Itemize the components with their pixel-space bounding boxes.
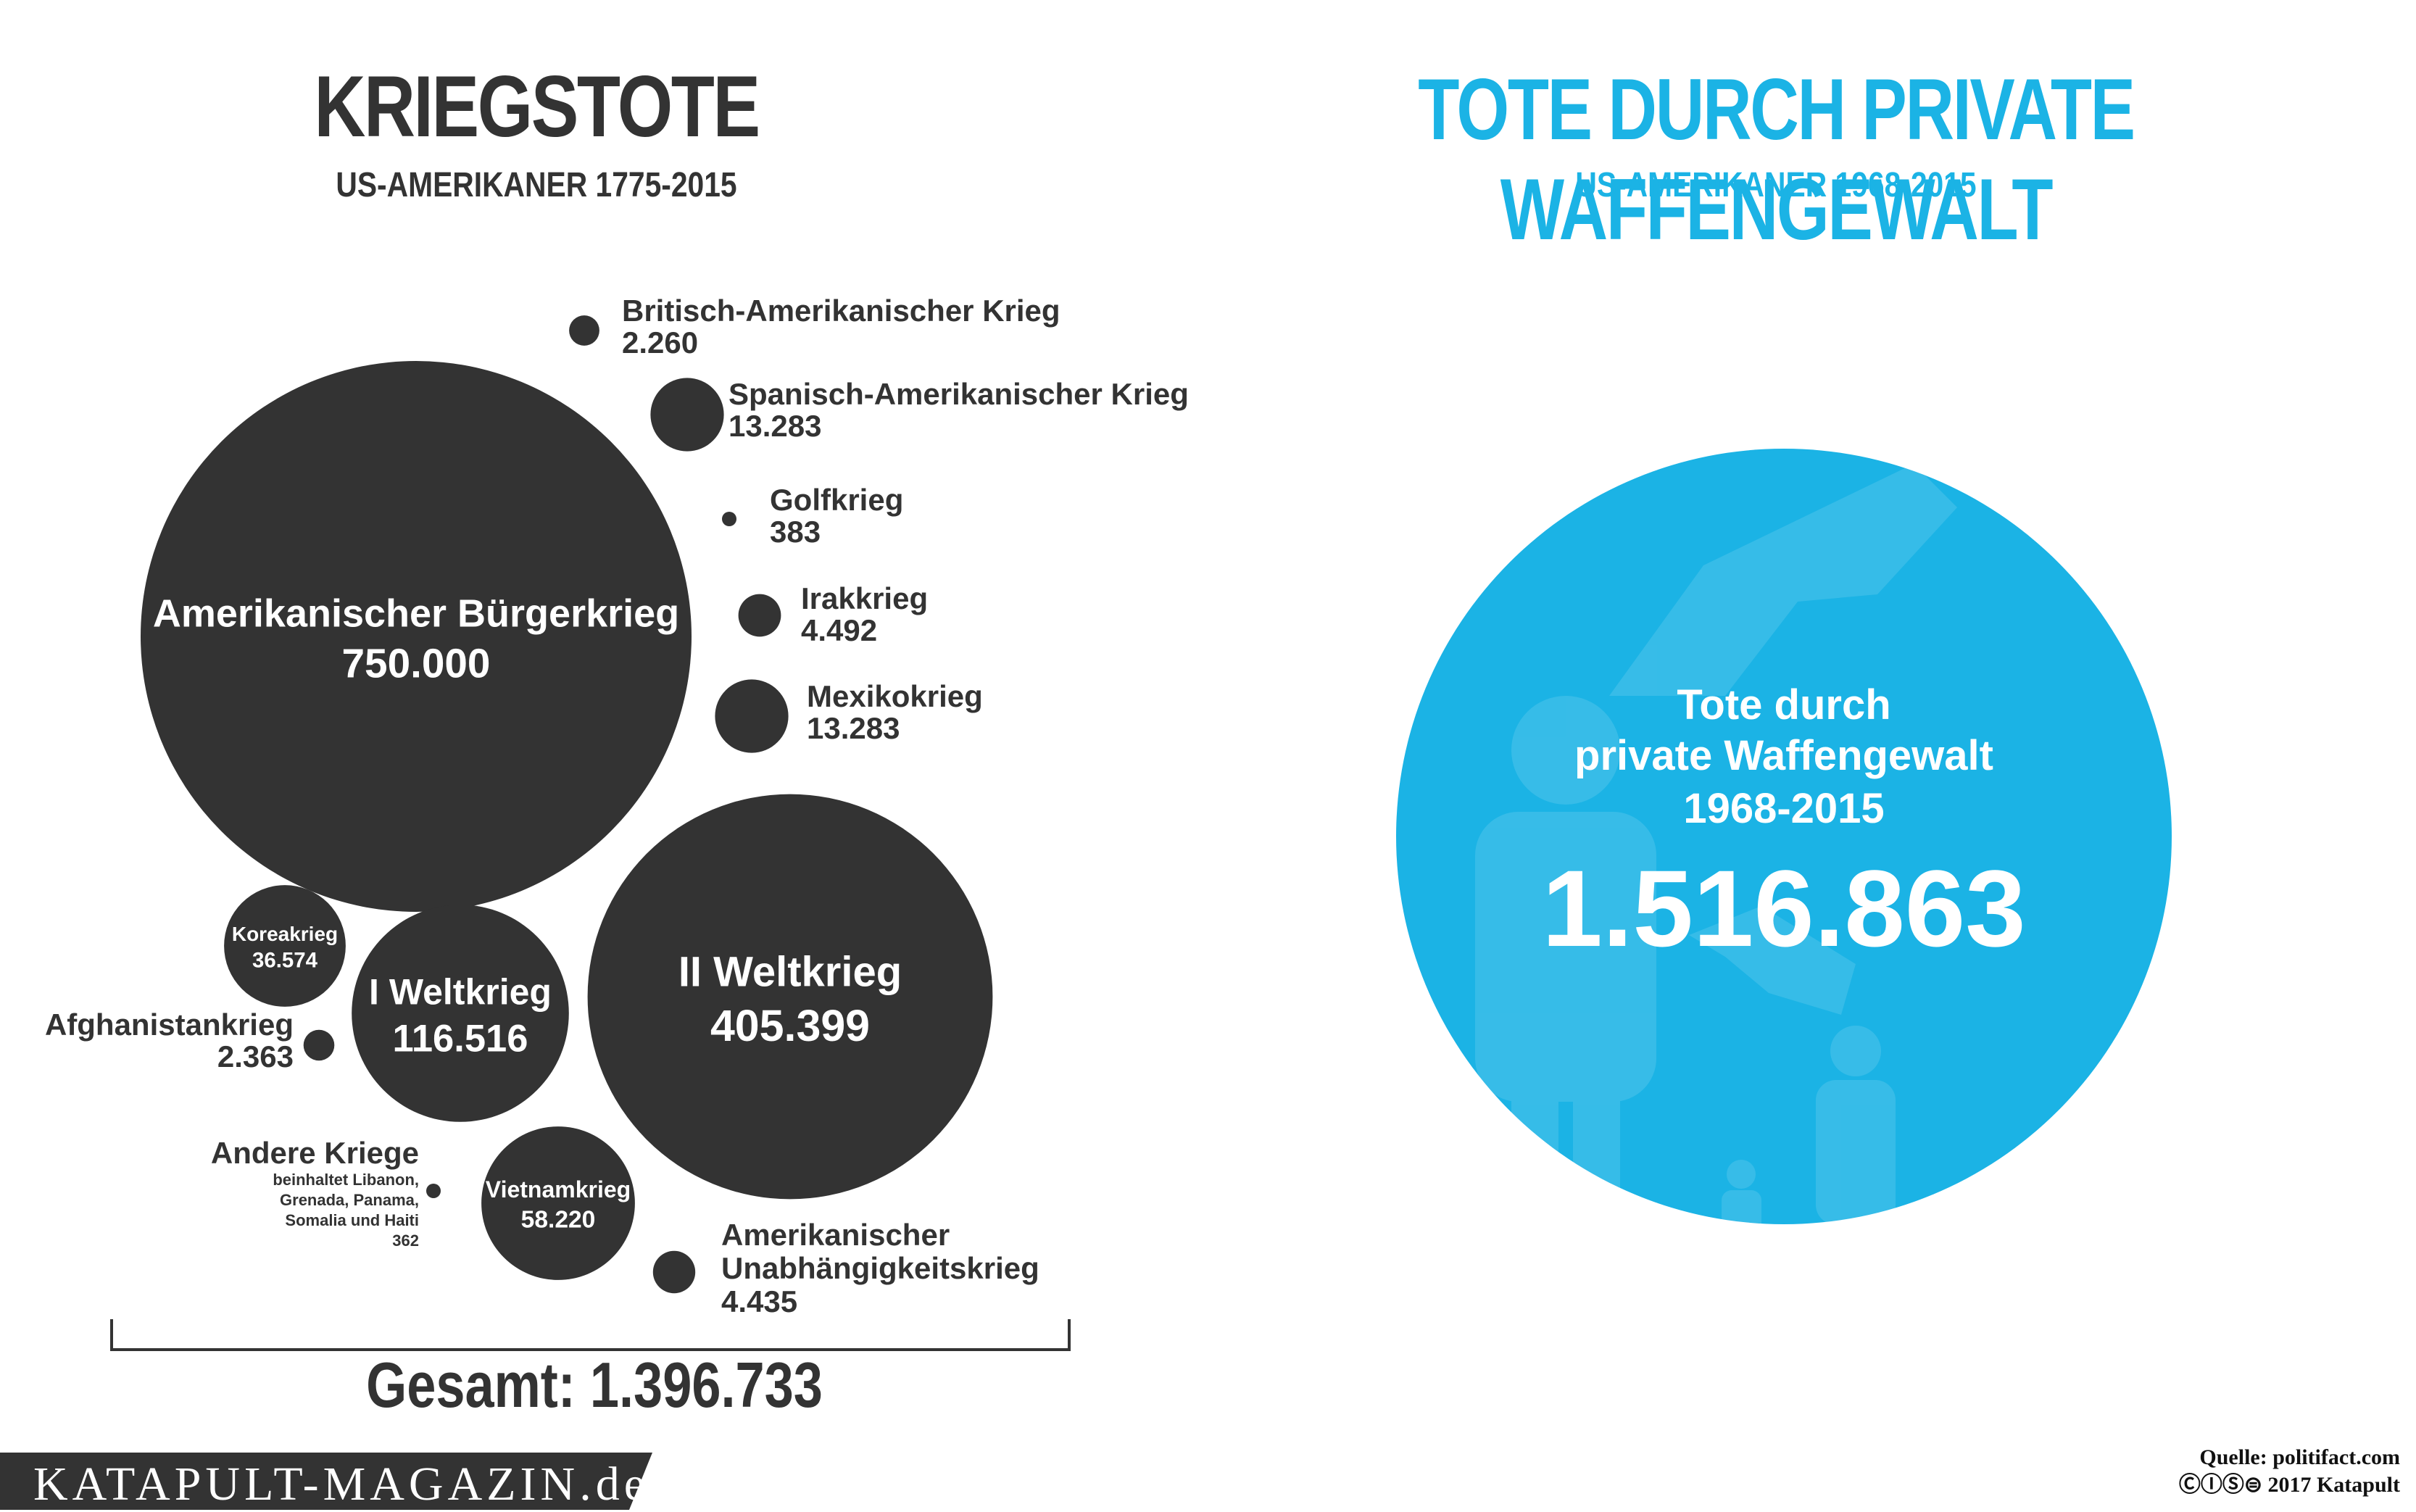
bubble-value-7: 383 — [770, 515, 821, 549]
bubble-value-1: 405.399 — [710, 1001, 870, 1050]
bubble-note-2: Somalia und Haiti — [285, 1211, 419, 1229]
bubble-label-0: Amerikanischer Bürgerkrieg — [153, 592, 679, 636]
gun-deaths-value: 1.516.863 — [1542, 847, 2025, 969]
bubble-2 — [352, 905, 569, 1122]
bubble-value-5: 2.260 — [622, 325, 698, 360]
bubble-label-12-1: Unabhängigkeitskrieg — [721, 1251, 1039, 1285]
bubble-value-4: 36.574 — [252, 948, 318, 972]
bubble-label-11: Andere Kriege — [211, 1136, 419, 1170]
total-label: Gesamt: 1.396.733 — [333, 1348, 856, 1422]
bubble-9 — [715, 679, 788, 752]
gun-deaths-label-line2: private Waffengewalt — [1574, 732, 1993, 779]
bubble-4 — [224, 885, 346, 1007]
bubble-label-10: Afghanistankrieg — [45, 1008, 294, 1042]
bubble-label-7: Golfkrieg — [770, 483, 903, 517]
gun-deaths-bubble: Tote durch private Waffengewalt 1968-201… — [1396, 449, 2172, 1248]
bubble-5 — [569, 315, 599, 346]
source-note: Quelle: politifact.com ⒸⒾⓈ⊜ 2017 Katapul… — [2179, 1444, 2400, 1499]
bubble-label-5: Britisch-Amerikanischer Krieg — [622, 294, 1060, 328]
bubble-label-12-0: Amerikanischer — [721, 1218, 950, 1252]
bubble-label-6: Spanisch-Amerikanischer Krieg — [728, 377, 1189, 411]
license-icons: ⒸⒾⓈ⊜ — [2179, 1473, 2262, 1497]
bubble-8 — [739, 594, 781, 637]
copyright-text: 2017 Katapult — [2267, 1473, 2400, 1497]
bubble-value-6: 13.283 — [728, 409, 821, 443]
bubble-1 — [588, 794, 993, 1200]
bubble-note-0: beinhaltet Libanon, — [273, 1171, 419, 1189]
bubble-value-9: 13.283 — [807, 711, 900, 745]
bubble-label-8: Irakkrieg — [801, 581, 928, 615]
bubble-value-11: 362 — [392, 1231, 419, 1250]
bubble-label-3: Vietnamkrieg — [486, 1176, 631, 1202]
bubble-value-12: 4.435 — [721, 1284, 797, 1318]
bubble-label-4: Koreakrieg — [232, 923, 338, 945]
bubble-value-3: 58.220 — [521, 1207, 596, 1234]
bubble-label-1: II Weltkrieg — [678, 949, 902, 996]
bubble-value-8: 4.492 — [801, 613, 877, 647]
bubble-6 — [650, 378, 723, 451]
bubble-10 — [304, 1030, 335, 1061]
bubble-label-9: Mexikokrieg — [807, 679, 983, 713]
bubble-note-1: Grenada, Panama, — [280, 1191, 419, 1209]
brand-text[interactable]: KATAPULT-MAGAZIN.de — [33, 1457, 649, 1512]
bubble-12 — [653, 1251, 695, 1293]
bubble-11 — [426, 1184, 441, 1198]
bubble-value-2: 116.516 — [393, 1018, 528, 1060]
bubble-label-2: I Weltkrieg — [369, 972, 552, 1013]
license-line: ⒸⒾⓈ⊜ 2017 Katapult — [2179, 1471, 2400, 1499]
bubble-value-10: 2.363 — [217, 1039, 294, 1073]
bubble-3 — [481, 1126, 635, 1280]
bubble-chart: Amerikanischer Bürgerkrieg 750.000 II Welt… — [0, 0, 2416, 1510]
bubble-value-0: 750.000 — [342, 641, 491, 687]
gun-deaths-label-line1: Tote durch — [1677, 681, 1890, 728]
gun-deaths-label-line3: 1968-2015 — [1683, 785, 1884, 832]
bubble-0 — [141, 361, 692, 912]
source-line: Quelle: politifact.com — [2179, 1444, 2400, 1471]
total-bracket — [112, 1319, 1069, 1350]
bubble-7 — [722, 512, 736, 526]
